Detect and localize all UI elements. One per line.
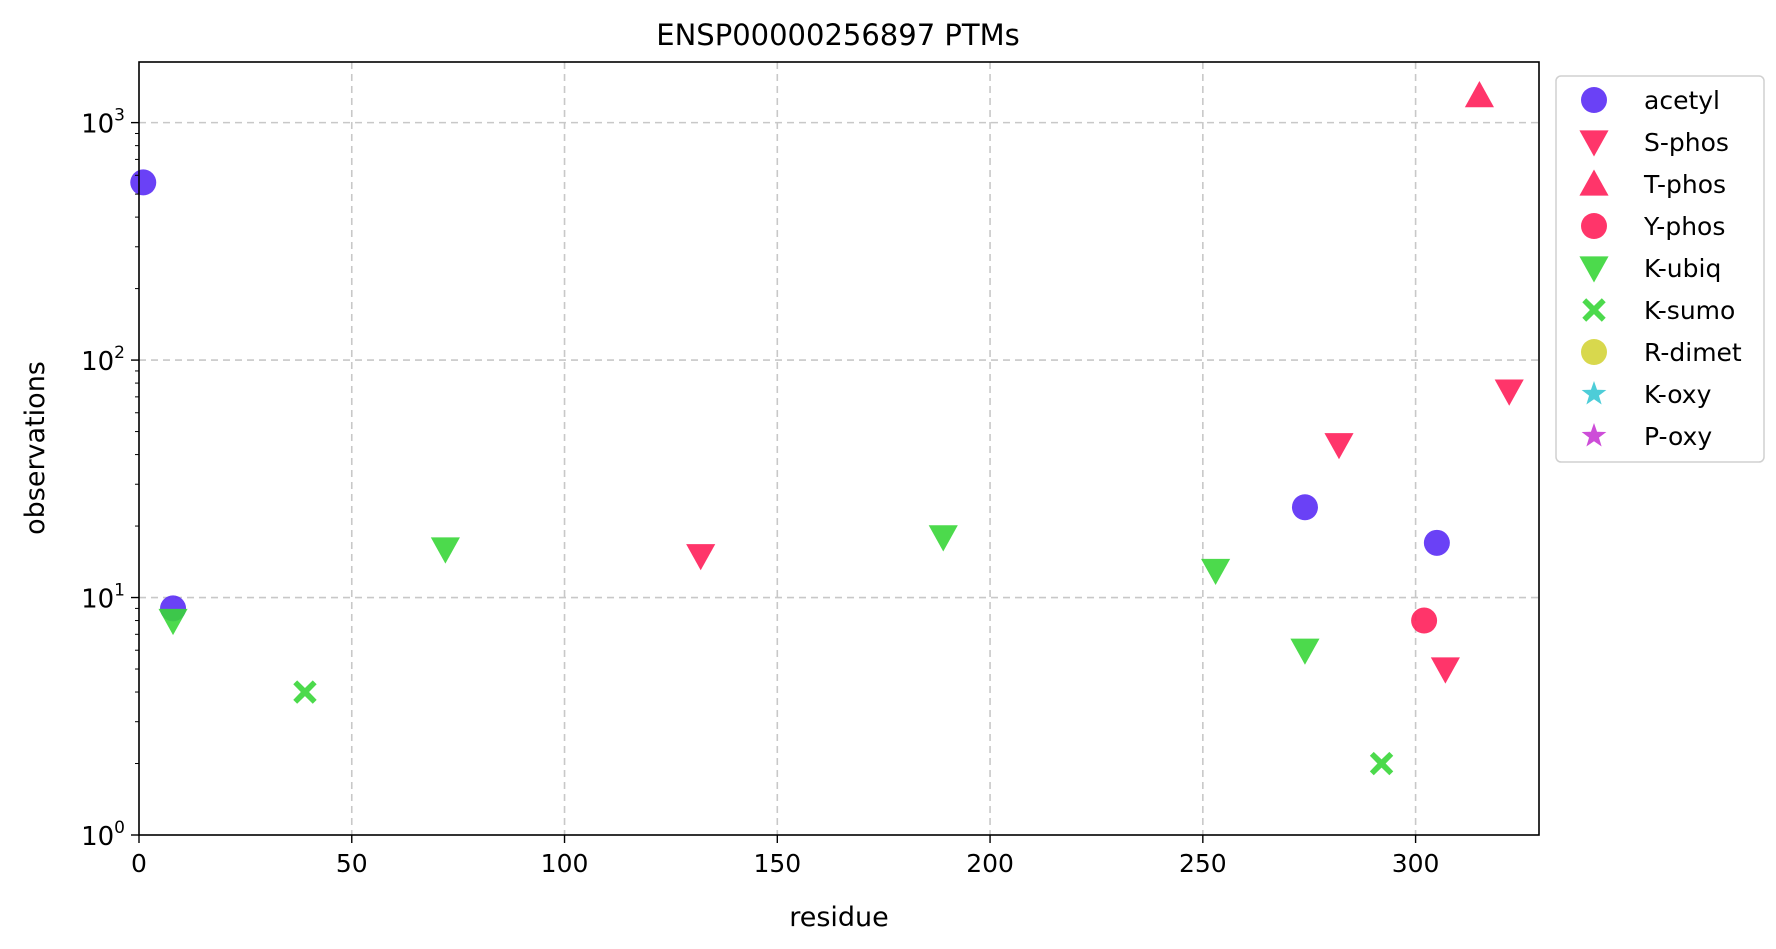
legend-entry: P-oxy [1581, 422, 1712, 451]
x-tick-label: 0 [131, 849, 147, 878]
point-t-phos [1464, 81, 1494, 108]
legend-entry: S-phos [1579, 128, 1729, 157]
x-tick-label: 300 [1392, 849, 1440, 878]
point-k-ubiq [158, 608, 188, 636]
legend-label: T-phos [1643, 170, 1726, 199]
legend-entry: K-sumo [1582, 296, 1735, 325]
legend-entry: K-ubiq [1579, 254, 1721, 283]
y-tick-label: 103 [81, 106, 125, 140]
x-tick-label: 150 [753, 849, 801, 878]
x-tick-label: 250 [1179, 849, 1227, 878]
legend-marker-p-oxy [1581, 423, 1607, 447]
x-tick-label: 200 [966, 849, 1014, 878]
legend-box [1555, 75, 1765, 463]
x-axis-ticks: 0 50 100 150 200 250 300 [131, 835, 1439, 878]
legend-marker-k-oxy [1581, 381, 1607, 405]
x-tick-label: 100 [541, 849, 589, 878]
y-tick-label: 102 [81, 343, 125, 377]
chart-title: ENSP00000256897 PTMs [656, 18, 1019, 52]
legend-marker-s-phos [1579, 130, 1609, 157]
x-axis-label: residue [789, 902, 889, 933]
legend: acetyl S-phos T-phos Y-phos K-ubiq K-sumo R-di… [1555, 75, 1765, 463]
legend-marker-t-phos [1579, 169, 1609, 196]
point-k-ubiq [1290, 638, 1320, 665]
legend-label: P-oxy [1644, 422, 1712, 451]
legend-marker-acetyl [1581, 87, 1607, 113]
point-y-phos [1411, 607, 1438, 634]
data-points [130, 81, 1524, 776]
point-k-ubiq [1201, 558, 1231, 586]
y-axis-label: observations [20, 361, 51, 535]
legend-entry: acetyl [1581, 86, 1720, 115]
point-k-ubiq [928, 525, 958, 552]
point-acetyl [1423, 529, 1450, 556]
legend-label: R-dimet [1644, 338, 1742, 367]
point-acetyl [1291, 494, 1318, 521]
point-s-phos [1324, 433, 1354, 460]
legend-marker-r-dimet [1581, 339, 1607, 365]
y-tick-label: 101 [81, 581, 125, 615]
legend-entry: R-dimet [1581, 338, 1742, 367]
legend-entry: Y-phos [1581, 212, 1725, 241]
legend-marker-y-phos [1581, 213, 1607, 239]
grid [139, 62, 1539, 835]
legend-marker-k-sumo [1582, 298, 1606, 322]
legend-label: K-ubiq [1644, 254, 1721, 283]
legend-label: Y-phos [1643, 212, 1725, 241]
y-axis-ticks: 100 101 102 103 [81, 106, 139, 852]
legend-entry: K-oxy [1581, 380, 1712, 409]
point-s-phos [686, 544, 716, 571]
point-s-phos [1494, 379, 1524, 406]
legend-label: S-phos [1644, 128, 1729, 157]
legend-label: K-sumo [1644, 296, 1735, 325]
x-tick-label: 50 [336, 849, 368, 878]
point-s-phos [1430, 657, 1460, 684]
legend-marker-k-ubiq [1579, 256, 1609, 283]
point-k-sumo [1369, 751, 1394, 776]
legend-label: acetyl [1644, 86, 1720, 115]
legend-label: K-oxy [1644, 380, 1712, 409]
point-acetyl [130, 169, 157, 196]
point-k-sumo [293, 680, 317, 704]
y-tick-label: 100 [81, 818, 125, 852]
legend-entry: T-phos [1579, 169, 1726, 199]
plot-frame [138, 61, 1540, 836]
point-k-ubiq [430, 537, 460, 564]
